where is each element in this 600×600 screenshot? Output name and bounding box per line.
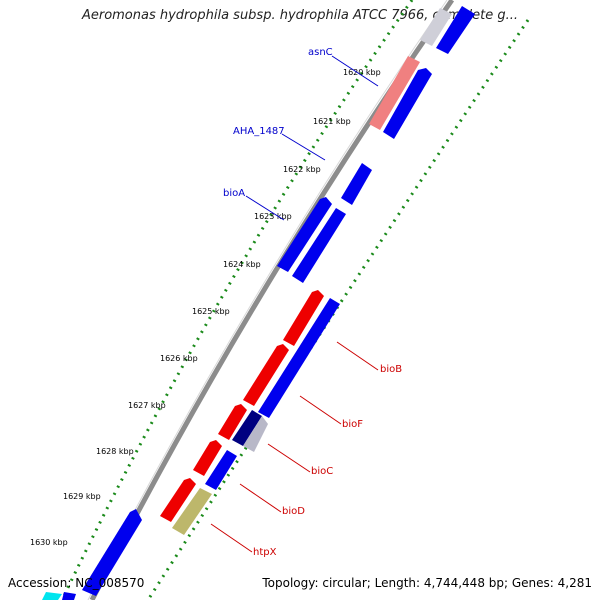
- accession-text: Accession: NC_008570: [8, 576, 145, 590]
- gene-top-blue[interactable]: [436, 6, 475, 54]
- kbp-label: 1623 kbp: [254, 212, 292, 221]
- gene-red-3[interactable]: [218, 404, 247, 440]
- map-title: Aeromonas hydrophila subsp. hydrophila A…: [81, 8, 519, 23]
- gene-label-htpX[interactable]: htpX: [253, 547, 277, 558]
- gene-label-bioC[interactable]: bioC: [311, 466, 333, 477]
- kbp-label: 1629 kbp: [63, 492, 101, 501]
- gene-bioC[interactable]: [205, 450, 237, 490]
- gene-label-bioD[interactable]: bioD: [282, 506, 305, 517]
- inner-tick-ring: [60, 0, 414, 600]
- topology-text: Topology: circular; Length: 4,744,448 bp…: [262, 576, 592, 590]
- gene-asnC[interactable]: [369, 56, 420, 130]
- kbp-label: 1627 kbp: [128, 401, 166, 410]
- gene-AHA_1487[interactable]: [341, 163, 372, 205]
- gene-label-bioA[interactable]: bioA: [223, 188, 245, 199]
- gene-label-AHA_1487[interactable]: AHA_1487: [233, 126, 285, 137]
- gene-label-asnC[interactable]: asnC: [308, 47, 333, 58]
- gene-red-1[interactable]: [283, 290, 324, 346]
- kbp-label: 1622 kbp: [283, 165, 321, 174]
- gene-bioB[interactable]: [258, 298, 340, 418]
- gene-htpX[interactable]: [172, 488, 212, 535]
- kbp-label: 1624 kbp: [223, 260, 261, 269]
- gene-label-bioB[interactable]: bioB: [380, 364, 402, 375]
- gene-bioF[interactable]: [232, 410, 262, 446]
- gene-forward-bottom-1[interactable]: [82, 509, 142, 596]
- gene-cyan-bottom[interactable]: [42, 592, 62, 600]
- gene-bioA[interactable]: [277, 197, 332, 272]
- kbp-label: 1630 kbp: [30, 538, 68, 547]
- kbp-label: 1625 kbp: [192, 307, 230, 316]
- gene-forward-1[interactable]: [383, 68, 432, 139]
- kbp-label: 1621 kbp: [313, 117, 351, 126]
- gene-label-bioF[interactable]: bioF: [342, 419, 363, 430]
- gene-forward-bottom-2[interactable]: [62, 592, 76, 600]
- outer-tick-ring: [146, 19, 530, 600]
- gene-bioA-2[interactable]: [292, 208, 346, 283]
- kbp-label: 1628 kbp: [96, 447, 134, 456]
- gene-bioF-grey[interactable]: [243, 416, 268, 452]
- gene-red-2[interactable]: [243, 344, 289, 406]
- kbp-label: 1626 kbp: [160, 354, 198, 363]
- gene-red-4[interactable]: [193, 440, 222, 476]
- gene-top-grey[interactable]: [420, 8, 452, 46]
- gene-red-5[interactable]: [160, 478, 196, 522]
- kbp-tick-labels: 1620 kbp 1621 kbp 1622 kbp 1623 kbp 1624…: [30, 68, 381, 547]
- kbp-label: 1620 kbp: [343, 68, 381, 77]
- leader-lines: [210, 55, 379, 553]
